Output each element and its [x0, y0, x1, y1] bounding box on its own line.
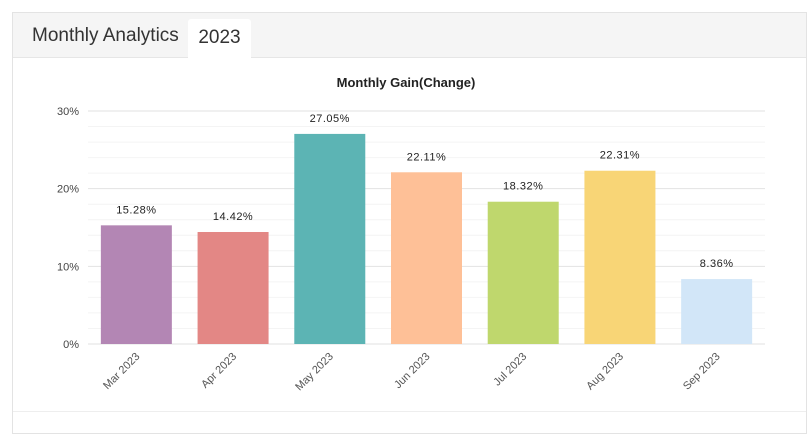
data-label: 15.28% [116, 204, 156, 216]
x-tick-label: Jun 2023 [392, 351, 432, 391]
chart-y-axis: 0% 10% 20% 30% [57, 106, 79, 351]
panel-title: Monthly Analytics [32, 25, 179, 46]
chart-bars [100, 133, 753, 344]
x-tick-label: Sep 2023 [681, 351, 723, 393]
data-label: 14.42% [213, 211, 253, 223]
y-tick-label: 20% [57, 184, 79, 196]
bar-jun-2023[interactable] [391, 172, 462, 344]
y-tick-label: 30% [57, 106, 79, 118]
data-label: 18.32% [503, 181, 543, 193]
bar-may-2023[interactable] [294, 133, 366, 344]
data-label: 8.36% [700, 258, 734, 270]
x-tick-label: Apr 2023 [199, 351, 239, 391]
analytics-panel: Monthly Analytics 2023 [12, 12, 807, 434]
chart-title: Monthly Gain(Change) [337, 75, 476, 90]
panel-divider [13, 411, 806, 412]
bar-jul-2023[interactable] [487, 201, 559, 344]
x-tick-label: May 2023 [293, 351, 336, 394]
bar-sep-2023[interactable] [681, 279, 753, 344]
data-label: 22.31% [600, 150, 640, 162]
x-tick-label: Mar 2023 [101, 351, 142, 392]
chart-x-axis: Mar 2023 Apr 2023 May 2023 Jun 2023 Jul 2023… [101, 351, 723, 394]
bar-apr-2023[interactable] [197, 232, 269, 344]
y-tick-label: 0% [63, 339, 79, 351]
x-tick-label: Jul 2023 [491, 351, 529, 389]
data-label: 22.11% [407, 151, 447, 163]
y-tick-label: 10% [57, 261, 79, 273]
bar-aug-2023[interactable] [584, 170, 656, 344]
panel-header: Monthly Analytics 2023 [13, 13, 806, 58]
x-tick-label: Aug 2023 [584, 351, 626, 393]
bar-mar-2023[interactable] [100, 225, 172, 344]
chart-data-labels: 15.28% 14.42% 27.05% 22.11% 18.32% 22.31% 8.36… [116, 113, 733, 270]
data-label: 27.05% [310, 113, 350, 125]
tab-2023[interactable]: 2023 [188, 19, 251, 58]
